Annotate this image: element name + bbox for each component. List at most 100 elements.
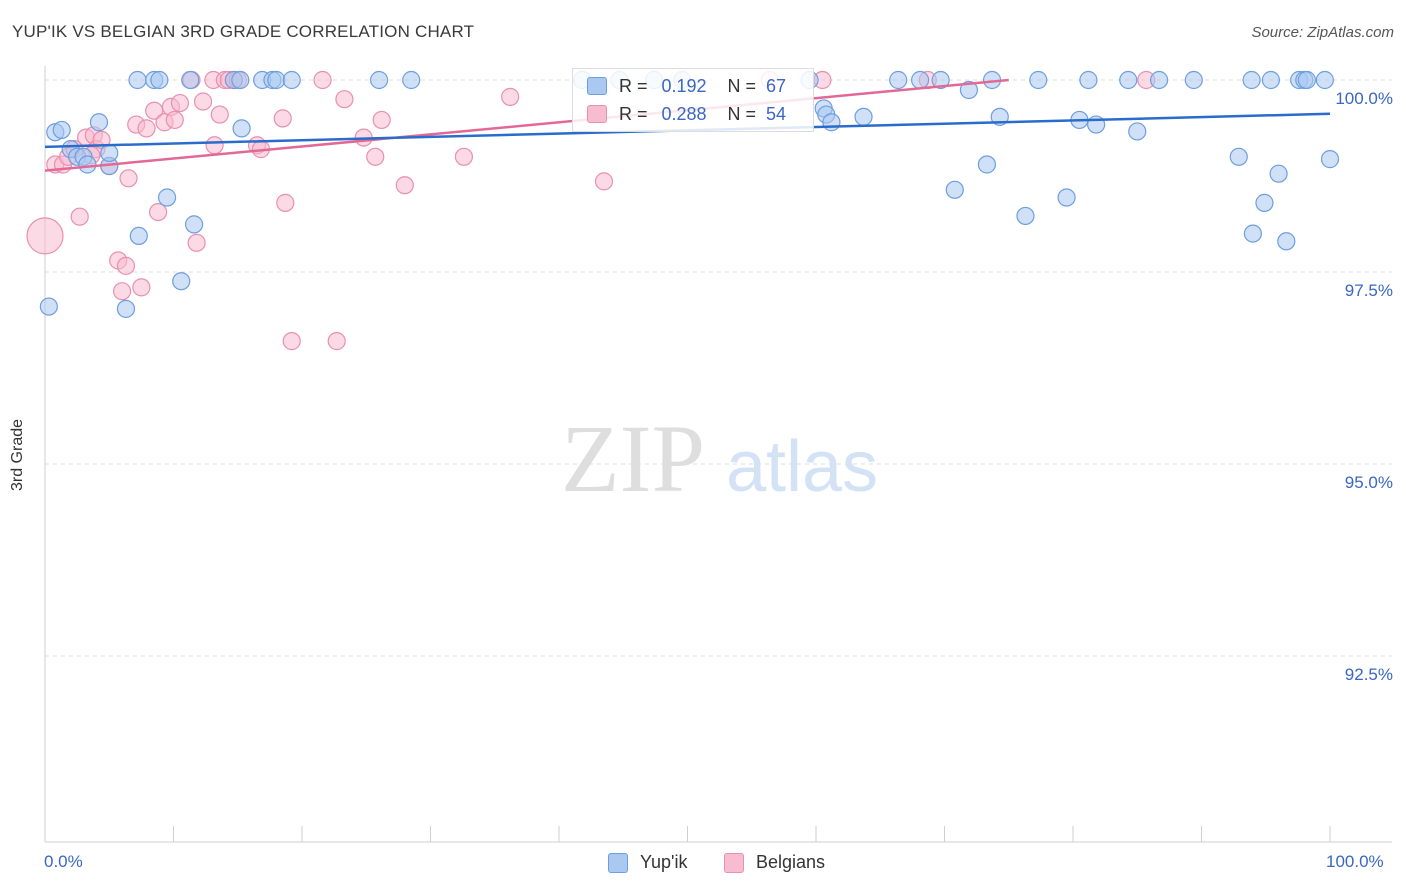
- yupik-point: [1229, 147, 1248, 166]
- yupik-point: [931, 70, 950, 90]
- belgians-swatch: [587, 105, 607, 123]
- legend-r-label: R =: [619, 75, 648, 96]
- yupik-point: [910, 70, 930, 90]
- yupik-point: [1184, 70, 1203, 90]
- yupik-point: [157, 188, 177, 207]
- yupik-point: [78, 155, 97, 174]
- yupik-point: [822, 113, 841, 132]
- yupik-point: [116, 299, 136, 318]
- legend-row-yupik: R = 0.192 N = 67: [587, 74, 786, 98]
- yupik-point: [181, 70, 200, 90]
- legend-r-label: R =: [619, 103, 648, 124]
- y-tick-labels: 100.0% 97.5% 95.0% 92.5%: [1335, 89, 1393, 684]
- legend-n-label: N =: [727, 103, 757, 124]
- belgians-point: [276, 193, 295, 212]
- yupik-point: [282, 70, 301, 90]
- axes: [44, 66, 1392, 843]
- watermark-zip: ZIP: [561, 405, 705, 512]
- belgians-point: [454, 147, 474, 166]
- belgians-point: [372, 110, 391, 130]
- belgians-point: [148, 202, 168, 222]
- x-tick-label-max: 100.0%: [1326, 852, 1384, 871]
- belgians-point: [395, 176, 414, 195]
- y-tick-label: 92.5%: [1345, 665, 1393, 684]
- yupik-point: [1057, 188, 1076, 207]
- belgians-point: [70, 207, 89, 226]
- watermark-atlas: atlas: [726, 427, 878, 507]
- belgians-point: [501, 87, 520, 106]
- yupik-point: [52, 120, 71, 140]
- yupik-point: [977, 155, 997, 174]
- yupik-point: [1320, 150, 1340, 169]
- yupik-point: [231, 70, 250, 90]
- belgians-point: [205, 136, 224, 155]
- belgians-point: [193, 92, 213, 111]
- yupik-point: [1277, 232, 1296, 251]
- yupik-point: [1315, 70, 1334, 90]
- belgians-point: [26, 217, 64, 255]
- y-tick-label: 100.0%: [1335, 89, 1393, 108]
- yupik-point: [172, 272, 191, 291]
- series-legend: Yup'ik Belgians: [0, 852, 1406, 878]
- stats-legend: R = 0.192 N = 67 R = 0.288 N = 54: [572, 68, 814, 132]
- legend-label-yupik: Yup'ik: [640, 852, 688, 872]
- y-tick-label: 97.5%: [1345, 281, 1393, 300]
- legend-n-label: N =: [727, 75, 757, 96]
- yupik-point: [1119, 70, 1138, 90]
- yupik-point: [184, 215, 204, 234]
- yupik-point: [1242, 70, 1261, 90]
- belgians-point: [187, 233, 206, 252]
- legend-r-value: 0.192: [661, 75, 707, 96]
- yupik-point: [402, 70, 421, 90]
- yupik-point: [1269, 164, 1288, 183]
- yupik-point: [129, 226, 148, 246]
- belgians-point: [313, 70, 332, 90]
- yupik-point: [150, 70, 169, 90]
- yupik-legend-swatch: [608, 852, 628, 873]
- yupik-point: [1255, 193, 1274, 212]
- source-credit: Source: ZipAtlas.com: [1251, 24, 1394, 41]
- belgians-point: [132, 278, 151, 297]
- yupik-point: [959, 80, 979, 100]
- yupik-point: [89, 113, 109, 132]
- yupik-point: [1243, 224, 1263, 243]
- belgians-point: [112, 282, 132, 301]
- belgians-point: [273, 109, 292, 128]
- legend-item-belgians[interactable]: Belgians: [724, 852, 825, 873]
- yupik-point: [39, 297, 58, 316]
- x-tick-label-min: 0.0%: [44, 852, 83, 871]
- legend-n-value: 54: [766, 103, 787, 124]
- chart-title: YUP'IK VS BELGIAN 3RD GRADE CORRELATION …: [12, 22, 475, 41]
- legend-r-value: 0.288: [661, 103, 707, 124]
- yupik-point: [1016, 206, 1035, 226]
- yupik-point: [232, 119, 251, 138]
- legend-n-value: 67: [766, 75, 787, 96]
- belgians-point: [165, 110, 184, 130]
- yupik-point: [1149, 70, 1169, 90]
- yupik-point: [1029, 70, 1048, 90]
- legend-row-belgians: R = 0.288 N = 54: [587, 102, 786, 126]
- y-tick-label: 95.0%: [1345, 473, 1393, 492]
- belgians-point: [119, 169, 138, 188]
- yupik-point: [100, 143, 119, 163]
- belgians-legend-swatch: [724, 852, 744, 873]
- belgians-point: [282, 332, 301, 351]
- yupik-point: [889, 70, 908, 90]
- gridlines: [45, 79, 1392, 657]
- yupik-point: [1079, 70, 1098, 90]
- yupik-point: [370, 70, 389, 90]
- belgians-point: [116, 256, 136, 275]
- belgians-point: [137, 119, 156, 138]
- belgians-point: [594, 172, 614, 191]
- belgians-trend-line: [44, 78, 1009, 172]
- yupik-swatch: [587, 77, 607, 95]
- watermark: ZIP atlas: [561, 405, 878, 512]
- belgians-point: [210, 105, 229, 124]
- legend-item-yupik[interactable]: Yup'ik: [608, 852, 687, 873]
- yupik-point: [1128, 122, 1147, 141]
- belgians-point: [170, 93, 190, 113]
- belgians-point: [327, 332, 346, 351]
- yupik-point: [945, 180, 964, 199]
- yupik-point: [267, 70, 286, 90]
